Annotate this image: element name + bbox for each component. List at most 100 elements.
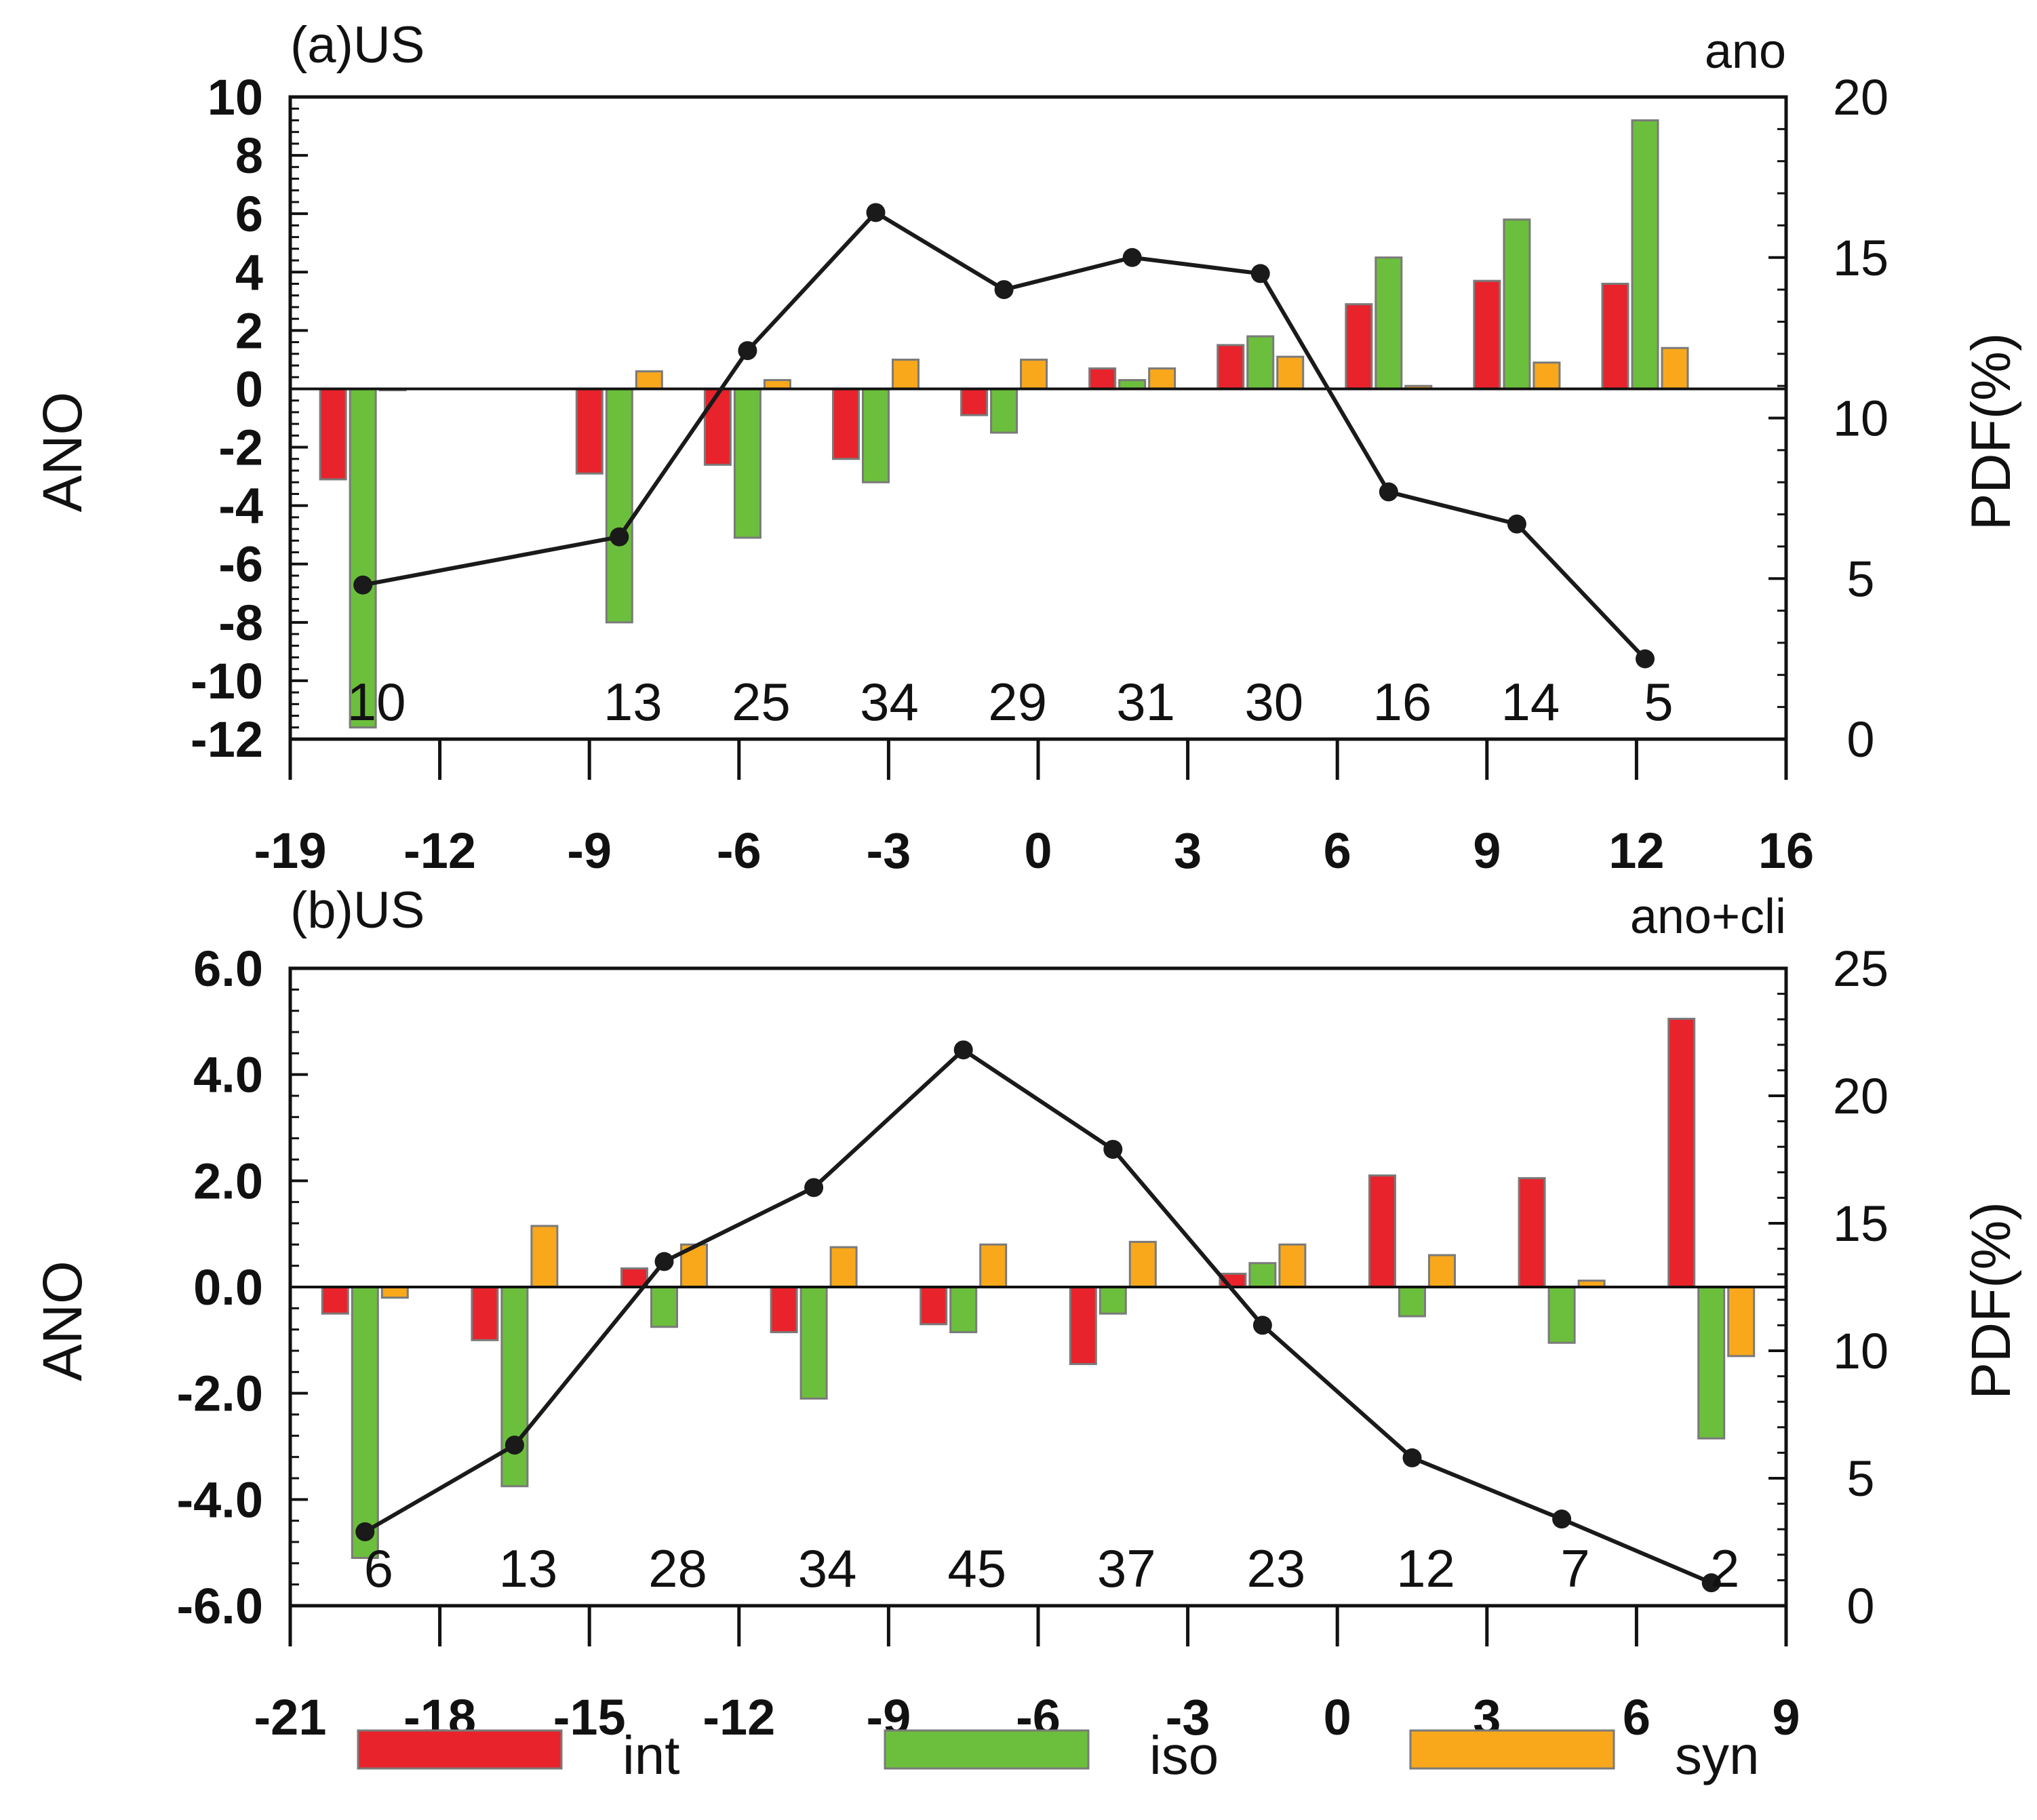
pdf-point-9 bbox=[1552, 1509, 1572, 1529]
x-tick-label: -12 bbox=[703, 1689, 775, 1745]
y2-tick-label: 0 bbox=[1846, 711, 1874, 768]
y2-axis-title: PDF(%) bbox=[1960, 333, 2022, 531]
y-tick-label: -6 bbox=[218, 536, 263, 593]
pdf-point-5 bbox=[953, 1040, 973, 1060]
bin-count-10: 2 bbox=[1710, 1539, 1739, 1598]
y-tick-label: 6.0 bbox=[193, 941, 263, 997]
y-tick-label: -6.0 bbox=[176, 1578, 263, 1634]
x-tick-label: 16 bbox=[1758, 823, 1814, 879]
x-tick-label: -6 bbox=[717, 823, 762, 879]
legend: int iso syn bbox=[357, 1725, 1760, 1785]
pdf-point-6 bbox=[1103, 1139, 1123, 1159]
bar-syn-4 bbox=[829, 1246, 858, 1288]
legend-label-iso: iso bbox=[1149, 1725, 1219, 1785]
x-tick-label: -19 bbox=[254, 823, 327, 879]
x-tick-label: -21 bbox=[254, 1689, 327, 1745]
pdf-point-7 bbox=[1252, 1315, 1272, 1335]
bar-int-9 bbox=[1473, 279, 1501, 390]
bar-syn-10 bbox=[1661, 347, 1689, 390]
y2-tick-label: 10 bbox=[1833, 391, 1888, 447]
y-axis-title: ANO bbox=[32, 1261, 94, 1381]
y-tick-label: -12 bbox=[191, 711, 263, 768]
y-tick-label: 6 bbox=[235, 186, 263, 242]
bar-int-3 bbox=[620, 1267, 648, 1288]
x-tick-label: 9 bbox=[1473, 823, 1501, 879]
legend-label-syn: syn bbox=[1675, 1725, 1760, 1785]
legend-swatch-int bbox=[357, 1729, 563, 1770]
pdf-line bbox=[362, 210, 1647, 660]
bar-syn-1 bbox=[380, 1286, 409, 1299]
bar-iso-8 bbox=[1375, 256, 1403, 390]
y-tick-label: 2.0 bbox=[193, 1153, 263, 1209]
bar-iso-3 bbox=[650, 1286, 678, 1328]
bin-count-8: 16 bbox=[1372, 672, 1431, 732]
x-tick-label: -3 bbox=[1166, 1689, 1210, 1745]
pdf-line bbox=[363, 1048, 1712, 1585]
bar-int-1 bbox=[319, 387, 347, 481]
bin-count-4: 34 bbox=[860, 672, 919, 732]
pdf-point-4 bbox=[804, 1178, 824, 1198]
panel-note: ano bbox=[1705, 24, 1786, 79]
bin-count-9: 7 bbox=[1560, 1539, 1589, 1598]
y-tick-label: -4.0 bbox=[176, 1471, 263, 1528]
legend-swatch-syn bbox=[1409, 1729, 1615, 1770]
x-tick-label: 9 bbox=[1772, 1689, 1800, 1745]
legend-swatch-iso bbox=[884, 1729, 1090, 1770]
bar-iso-4 bbox=[861, 387, 890, 483]
bin-count-10: 5 bbox=[1644, 672, 1673, 732]
bar-int-1 bbox=[321, 1286, 349, 1315]
y2-tick-label: 25 bbox=[1833, 941, 1888, 997]
bin-count-2: 13 bbox=[499, 1539, 558, 1598]
bar-syn-6 bbox=[1128, 1240, 1157, 1288]
pdf-point-4 bbox=[866, 203, 886, 222]
y-tick-label: 0.0 bbox=[193, 1259, 263, 1315]
x-tick-label: -3 bbox=[866, 823, 911, 879]
bar-syn-6 bbox=[1148, 367, 1176, 390]
y-tick-label: 8 bbox=[235, 127, 263, 184]
y2-tick-label: 15 bbox=[1833, 230, 1888, 286]
bin-count-4: 34 bbox=[798, 1539, 857, 1598]
bar-int-2 bbox=[471, 1286, 499, 1341]
pdf-point-8 bbox=[1402, 1448, 1422, 1467]
y-tick-label: -8 bbox=[218, 595, 263, 651]
pdf-point-8 bbox=[1379, 482, 1398, 502]
bin-count-5: 29 bbox=[988, 672, 1047, 732]
y-tick-label: -2.0 bbox=[176, 1366, 263, 1422]
pdf-point-3 bbox=[654, 1252, 674, 1271]
y2-axis-title: PDF(%) bbox=[1960, 1202, 2022, 1400]
bar-int-10 bbox=[1601, 282, 1629, 390]
y-tick-label: -2 bbox=[218, 420, 263, 476]
bar-syn-5 bbox=[979, 1243, 1008, 1288]
x-tick-label: 6 bbox=[1623, 1689, 1650, 1745]
bin-count-6: 31 bbox=[1116, 672, 1175, 732]
bar-syn-10 bbox=[1727, 1286, 1756, 1358]
bar-iso-3 bbox=[733, 387, 762, 539]
bar-iso-10 bbox=[1697, 1286, 1726, 1440]
bar-int-8 bbox=[1368, 1174, 1396, 1288]
bar-int-5 bbox=[960, 387, 989, 416]
pdf-point-2 bbox=[505, 1436, 524, 1455]
plot-frame bbox=[288, 95, 1788, 741]
bar-syn-9 bbox=[1532, 361, 1561, 390]
x-tick-label: 6 bbox=[1324, 823, 1351, 879]
bar-iso-6 bbox=[1099, 1286, 1127, 1315]
bar-int-8 bbox=[1345, 303, 1373, 390]
bar-int-2 bbox=[575, 387, 604, 475]
y-tick-label: 0 bbox=[235, 361, 263, 417]
bar-iso-5 bbox=[949, 1286, 978, 1334]
y-tick-label: -10 bbox=[191, 653, 263, 709]
pdf-point-6 bbox=[1122, 248, 1142, 267]
bin-count-1: 10 bbox=[347, 672, 406, 732]
bar-iso-2 bbox=[500, 1286, 529, 1488]
y-axis-title: ANO bbox=[32, 392, 94, 513]
bar-int-10 bbox=[1667, 1017, 1696, 1288]
y-tick-label: 4 bbox=[235, 244, 263, 300]
bar-int-4 bbox=[770, 1286, 798, 1334]
x-tick-label: -15 bbox=[553, 1689, 626, 1745]
bin-count-3: 25 bbox=[732, 672, 791, 732]
bin-count-2: 13 bbox=[604, 672, 662, 732]
bar-int-7 bbox=[1217, 344, 1245, 390]
x-tick-label: 0 bbox=[1024, 823, 1052, 879]
